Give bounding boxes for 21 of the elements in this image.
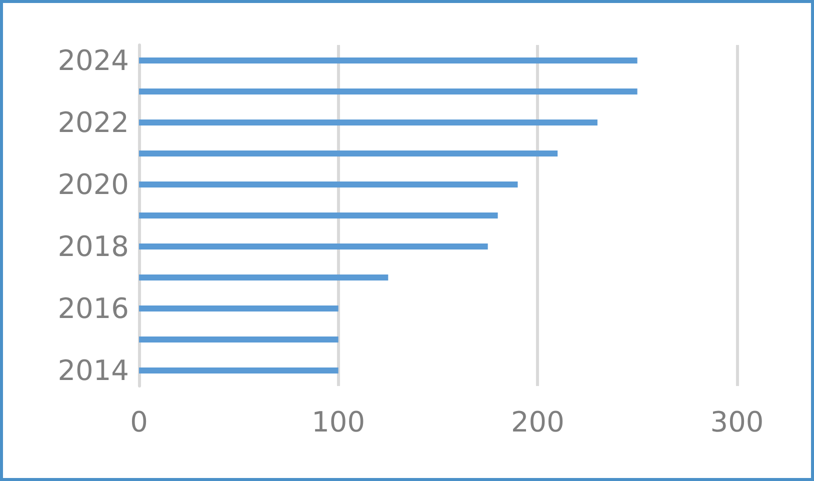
bar <box>139 336 338 342</box>
bar <box>139 182 518 188</box>
bar <box>139 58 638 64</box>
bar <box>139 120 598 126</box>
bar <box>139 150 558 156</box>
y-tick-label: 2014 <box>58 354 129 387</box>
y-tick-label: 2016 <box>58 292 129 325</box>
bar <box>139 274 388 280</box>
y-tick-label: 2018 <box>58 230 129 263</box>
bar <box>139 212 498 218</box>
bar <box>139 368 338 374</box>
bar <box>139 306 338 312</box>
y-tick-label: 2022 <box>58 106 129 139</box>
x-tick-label: 200 <box>510 406 564 438</box>
x-tick-label: 0 <box>130 406 148 438</box>
x-tick-label: 300 <box>710 406 764 438</box>
y-tick-label: 2024 <box>58 44 129 77</box>
y-tick-label: 2020 <box>58 168 129 201</box>
bar <box>139 244 488 250</box>
x-tick-label: 100 <box>312 406 366 438</box>
bar <box>139 88 638 94</box>
